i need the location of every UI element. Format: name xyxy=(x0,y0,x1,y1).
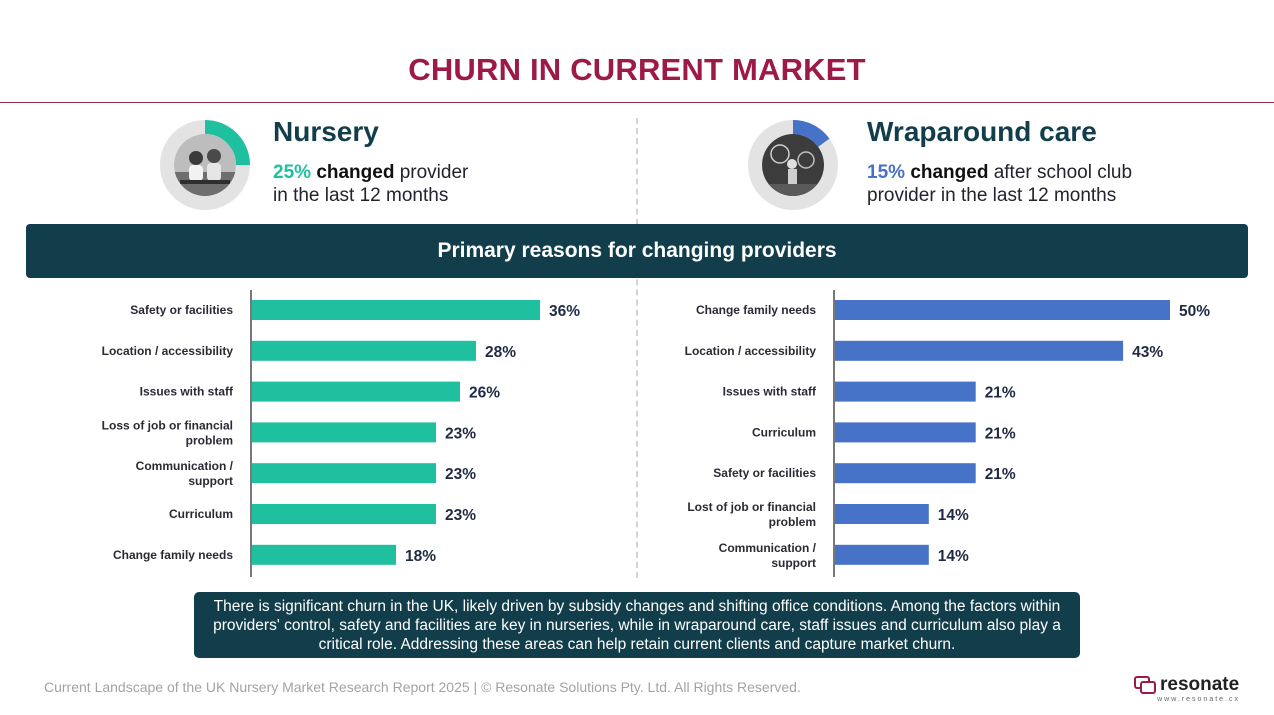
nursery-heading: Nursery xyxy=(273,116,379,147)
wraparound-photo xyxy=(762,134,824,196)
resonate-logo: resonate www.resonate.cx xyxy=(1132,674,1244,706)
wraparound-category-label-6: Lost of job or financial problem xyxy=(687,500,816,529)
nursery-photo xyxy=(174,134,236,196)
wraparound-value-label-2: 43% xyxy=(1132,344,1163,361)
wraparound-donut xyxy=(748,120,838,210)
nursery-value-label-7: 18% xyxy=(405,548,436,565)
nursery-bar-7 xyxy=(252,544,396,565)
wraparound-bar-3 xyxy=(835,381,976,402)
wraparound-bar-2 xyxy=(835,340,1124,361)
wraparound-value-label-3: 21% xyxy=(985,385,1016,402)
nursery-donut xyxy=(160,120,250,210)
footer-text: Current Landscape of the UK Nursery Mark… xyxy=(44,679,801,695)
logo-word: resonate xyxy=(1160,674,1240,695)
nursery-value-label-2: 28% xyxy=(485,344,516,361)
wraparound-value-label-5: 21% xyxy=(985,466,1016,483)
wraparound-category-label-4: Curriculum xyxy=(752,425,816,439)
wraparound-value-label-7: 14% xyxy=(938,548,969,565)
nursery-category-label-4: Loss of job or financial problem xyxy=(102,418,233,447)
wraparound-value-label-4: 21% xyxy=(985,425,1016,442)
nursery-bar-3 xyxy=(252,381,460,402)
nursery-bar-4 xyxy=(252,422,436,443)
nursery-bar-1 xyxy=(252,300,540,320)
nursery-pct: 25% xyxy=(273,162,312,183)
logo-mark-icon xyxy=(1134,676,1156,694)
wraparound-category-label-2: Location / accessibility xyxy=(685,344,817,358)
nursery-donut-arc xyxy=(160,120,250,210)
wraparound-category-label-1: Change family needs xyxy=(696,303,816,317)
wraparound-category-label-7: Communication / support xyxy=(719,541,817,570)
wraparound-line2: provider in the last 12 months xyxy=(867,185,1117,206)
nursery-category-label-3: Issues with staff xyxy=(140,385,234,399)
wraparound-value-label-1: 50% xyxy=(1179,303,1210,320)
reasons-banner: Primary reasons for changing providers xyxy=(26,224,1248,278)
nursery-bar-6 xyxy=(252,504,436,524)
nursery-subtitle: 25% changed provider in the last 12 mont… xyxy=(273,161,468,207)
nursery-category-label-1: Safety or facilities xyxy=(130,303,233,317)
nursery-changed: changed xyxy=(316,162,395,183)
wraparound-subtitle: 15% changed after school club provider i… xyxy=(867,161,1132,207)
nursery-value-label-5: 23% xyxy=(445,466,476,483)
wraparound-category-label-3: Issues with staff xyxy=(723,385,817,399)
title-divider xyxy=(0,102,1274,103)
nursery-bar-5 xyxy=(252,463,436,484)
wraparound-donut-arc xyxy=(748,120,838,210)
nursery-rest: provider xyxy=(394,162,469,183)
wraparound-rest: after school club xyxy=(988,162,1133,183)
wraparound-bar-1 xyxy=(835,300,1170,320)
wraparound-bar-7 xyxy=(835,544,929,565)
nursery-value-label-3: 26% xyxy=(469,385,500,402)
nursery-value-label-1: 36% xyxy=(549,303,580,320)
center-divider xyxy=(636,118,638,578)
nursery-category-label-7: Change family needs xyxy=(113,548,233,562)
wraparound-category-label-5: Safety or facilities xyxy=(713,466,816,480)
wraparound-heading: Wraparound care xyxy=(867,116,1097,147)
nursery-category-label-6: Curriculum xyxy=(169,507,233,521)
wraparound-pct: 15% xyxy=(867,162,906,183)
page-title: CHURN IN CURRENT MARKET xyxy=(408,52,866,87)
nursery-value-label-6: 23% xyxy=(445,507,476,524)
wraparound-bar-5 xyxy=(835,463,976,484)
wraparound-bar-4 xyxy=(835,422,976,443)
nursery-value-label-4: 23% xyxy=(445,425,476,442)
summary-note: There is significant churn in the UK, li… xyxy=(194,592,1080,658)
wraparound-bar-6 xyxy=(835,504,929,524)
logo-url: www.resonate.cx xyxy=(1157,696,1240,703)
nursery-category-label-2: Location / accessibility xyxy=(102,344,234,358)
wraparound-changed: changed xyxy=(910,162,989,183)
wraparound-value-label-6: 14% xyxy=(938,507,969,524)
nursery-line2: in the last 12 months xyxy=(273,185,449,206)
nursery-bar-2 xyxy=(252,340,476,361)
nursery-category-label-5: Communication / support xyxy=(136,459,234,488)
